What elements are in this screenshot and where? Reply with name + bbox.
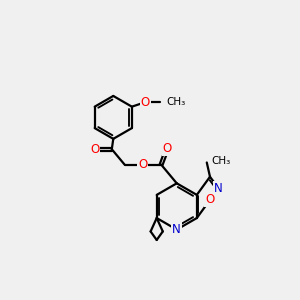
Text: O: O	[141, 96, 150, 109]
Text: O: O	[206, 194, 214, 206]
Text: N: N	[214, 182, 223, 195]
Text: CH₃: CH₃	[211, 156, 230, 166]
Text: O: O	[163, 142, 172, 155]
Text: CH₃: CH₃	[167, 97, 186, 107]
Text: N: N	[172, 223, 181, 236]
Text: O: O	[138, 158, 148, 171]
Text: O: O	[90, 143, 99, 156]
